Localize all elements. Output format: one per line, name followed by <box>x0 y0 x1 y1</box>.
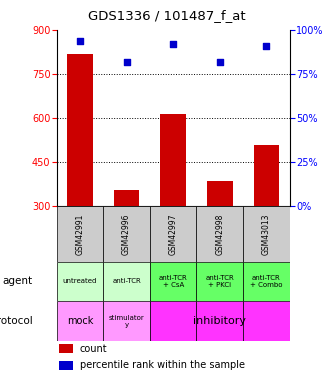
Point <box>170 41 176 47</box>
Bar <box>196 261 243 301</box>
Bar <box>150 301 196 341</box>
Point <box>77 38 83 44</box>
Point <box>217 59 222 65</box>
Bar <box>57 206 103 261</box>
Text: GSM42996: GSM42996 <box>122 213 131 255</box>
Text: anti-TCR
+ PKCi: anti-TCR + PKCi <box>205 275 234 288</box>
Point <box>124 59 129 65</box>
Text: mock: mock <box>67 316 93 326</box>
Bar <box>150 261 196 301</box>
Text: stimulator
y: stimulator y <box>109 315 145 328</box>
Text: GDS1336 / 101487_f_at: GDS1336 / 101487_f_at <box>88 9 245 22</box>
Text: percentile rank within the sample: percentile rank within the sample <box>80 360 245 370</box>
Text: protocol: protocol <box>0 316 32 326</box>
Text: GSM42998: GSM42998 <box>215 213 224 255</box>
Bar <box>254 145 279 206</box>
Text: GSM42991: GSM42991 <box>75 213 85 255</box>
Text: agent: agent <box>2 276 32 286</box>
Text: inhibitory: inhibitory <box>193 316 246 326</box>
Bar <box>114 190 139 206</box>
Text: anti-TCR
+ Combo: anti-TCR + Combo <box>250 275 283 288</box>
Text: GSM42997: GSM42997 <box>168 213 178 255</box>
Bar <box>59 361 73 370</box>
Text: untreated: untreated <box>63 278 97 284</box>
Bar <box>196 301 243 341</box>
Bar <box>243 301 290 341</box>
Text: count: count <box>80 344 108 354</box>
Point <box>264 43 269 49</box>
Bar <box>243 206 290 261</box>
Bar <box>103 301 150 341</box>
Bar <box>57 261 103 301</box>
Text: anti-TCR: anti-TCR <box>112 278 141 284</box>
Bar <box>103 206 150 261</box>
Bar <box>196 206 243 261</box>
Bar <box>67 54 93 206</box>
Text: GSM43013: GSM43013 <box>262 213 271 255</box>
Bar <box>161 114 186 206</box>
Bar <box>207 182 232 206</box>
Bar <box>59 344 73 353</box>
Bar <box>243 261 290 301</box>
Bar <box>103 261 150 301</box>
Bar <box>150 206 196 261</box>
Text: anti-TCR
+ CsA: anti-TCR + CsA <box>159 275 187 288</box>
Bar <box>57 301 103 341</box>
